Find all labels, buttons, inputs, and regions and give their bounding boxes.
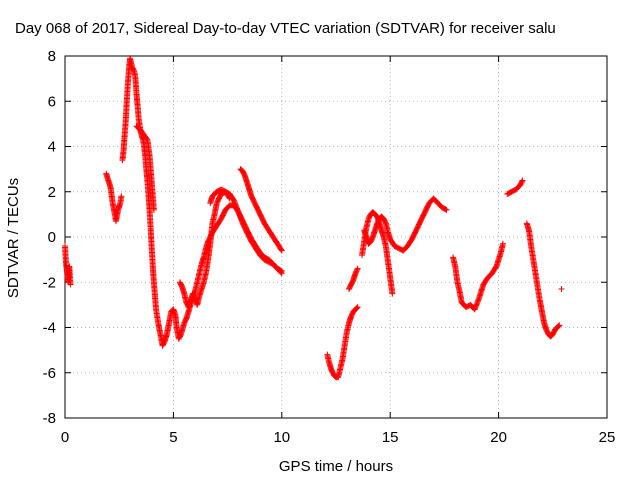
data-point [519,177,526,184]
data-point [67,281,74,288]
data-point [499,240,506,247]
x-tick-label: 10 [273,429,290,446]
y-tick-label: 0 [48,229,56,246]
x-tick-label: 25 [599,429,616,446]
y-tick-label: 2 [48,184,56,201]
data-point [277,267,284,274]
axis-ticks: 0 5 10 15 20 25 -8 -6 -4 -2 0 2 4 6 8 [43,48,616,446]
data-point [354,265,361,272]
grid-lines [65,56,607,418]
data-point [118,193,125,200]
data-points [62,55,565,381]
data-point [226,195,233,202]
data-point [558,286,565,293]
data-point [354,266,361,273]
y-tick-label: 6 [48,93,56,110]
x-tick-label: 20 [490,429,507,446]
data-point [353,304,360,311]
y-tick-label: -4 [43,320,56,337]
x-tick-label: 15 [382,429,399,446]
data-point [555,322,562,329]
data-point [389,290,396,297]
chart-title: Day 068 of 2017, Sidereal Day-to-day VTE… [15,20,556,37]
data-point [150,206,157,213]
data-point [226,194,233,201]
data-point [518,178,525,185]
data-point [354,304,361,311]
x-tick-label: 5 [169,429,177,446]
data-point [442,206,449,213]
x-tick-label: 0 [61,429,69,446]
y-tick-label: 8 [48,48,56,65]
data-point [443,206,450,213]
y-tick-label: -6 [43,365,56,382]
y-tick-label: 4 [48,139,56,156]
data-point [278,267,285,274]
data-point [556,322,563,329]
data-point [278,247,285,254]
y-axis-label: SDTVAR / TECUs [5,178,22,298]
y-tick-label: -8 [43,410,56,427]
y-tick-label: -2 [43,274,56,291]
x-axis-label: GPS time / hours [279,458,393,475]
data-point [278,246,285,253]
